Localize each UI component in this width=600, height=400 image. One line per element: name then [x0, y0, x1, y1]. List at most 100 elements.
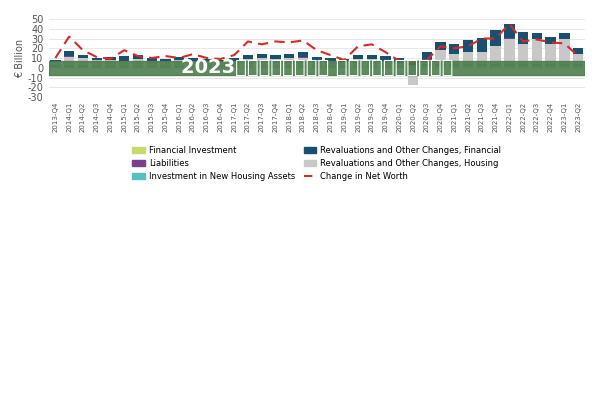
Bar — [436, 42, 446, 50]
Bar — [490, 64, 501, 66]
Bar — [325, 58, 335, 61]
Bar — [559, 40, 569, 64]
Bar — [532, 66, 542, 68]
Bar — [367, 60, 377, 66]
Bar — [408, 67, 418, 68]
Bar — [215, 66, 226, 67]
Bar — [573, 66, 583, 68]
Bar — [188, 62, 198, 66]
Bar — [202, 61, 212, 62]
Bar — [202, 62, 212, 66]
Bar — [105, 66, 116, 67]
Bar — [325, 62, 335, 66]
Bar — [449, 44, 460, 54]
Bar — [325, 66, 335, 67]
Bar — [476, 66, 487, 68]
Bar — [188, 61, 198, 62]
Bar — [380, 56, 391, 61]
Bar — [422, 60, 432, 64]
Bar — [476, 64, 487, 66]
Bar — [202, 59, 212, 61]
Bar — [49, 61, 585, 74]
Bar — [92, 66, 102, 67]
Bar — [311, 60, 322, 66]
Bar — [339, 67, 349, 68]
Bar — [284, 66, 295, 67]
Bar — [394, 67, 404, 68]
Bar — [545, 37, 556, 44]
Bar — [545, 66, 556, 68]
Bar — [105, 60, 116, 66]
Bar — [174, 66, 184, 67]
Bar — [92, 67, 102, 68]
Bar — [532, 64, 542, 66]
Bar — [284, 54, 295, 58]
Bar — [449, 66, 460, 68]
Bar — [380, 67, 391, 68]
Bar — [463, 64, 473, 66]
Bar — [119, 67, 130, 68]
Bar — [174, 57, 184, 60]
Bar — [532, 40, 542, 64]
Bar — [64, 51, 74, 56]
Bar — [243, 59, 253, 60]
Bar — [353, 55, 363, 59]
Bar — [367, 59, 377, 60]
Bar — [339, 66, 349, 67]
Bar — [408, 62, 418, 65]
Bar — [298, 66, 308, 67]
Bar — [311, 57, 322, 60]
Bar — [518, 44, 528, 64]
Bar — [160, 59, 170, 61]
Bar — [257, 66, 267, 67]
Bar — [311, 66, 322, 67]
Bar — [298, 58, 308, 66]
Bar — [573, 48, 583, 54]
Text: 2023十大股票配资平台 澳门火锅加盟详情攻略: 2023十大股票配资平台 澳门火锅加盟详情攻略 — [181, 58, 453, 77]
Bar — [490, 30, 501, 46]
Y-axis label: € Billion: € Billion — [15, 38, 25, 78]
Bar — [408, 68, 418, 85]
Bar — [271, 55, 281, 59]
Bar — [174, 60, 184, 66]
Bar — [243, 55, 253, 59]
Bar — [229, 58, 239, 61]
Bar — [64, 67, 74, 68]
Bar — [243, 60, 253, 66]
Bar — [78, 65, 88, 67]
Bar — [202, 67, 212, 68]
Bar — [78, 58, 88, 65]
Bar — [394, 58, 404, 63]
Bar — [559, 39, 569, 40]
Bar — [188, 66, 198, 67]
Bar — [490, 46, 501, 64]
Legend: Financial Investment, Liabilities, Investment in New Housing Assets, Revaluation: Financial Investment, Liabilities, Inves… — [128, 142, 505, 186]
Bar — [463, 52, 473, 64]
Bar — [476, 52, 487, 64]
Bar — [518, 66, 528, 68]
Bar — [325, 61, 335, 62]
Bar — [243, 67, 253, 68]
Bar — [422, 66, 432, 68]
Bar — [422, 52, 432, 60]
Bar — [298, 67, 308, 68]
Bar — [271, 67, 281, 68]
Bar — [257, 54, 267, 58]
Bar — [146, 61, 157, 62]
Bar — [188, 67, 198, 68]
Bar — [78, 55, 88, 58]
Bar — [545, 64, 556, 66]
Bar — [215, 60, 226, 62]
Bar — [229, 61, 239, 62]
Bar — [532, 39, 542, 40]
Bar — [490, 66, 501, 68]
Bar — [559, 33, 569, 39]
Bar — [202, 66, 212, 67]
Bar — [174, 67, 184, 68]
Bar — [50, 67, 61, 68]
Bar — [532, 33, 542, 39]
Bar — [463, 66, 473, 68]
Bar — [325, 67, 335, 68]
Bar — [353, 67, 363, 68]
Bar — [339, 59, 349, 62]
